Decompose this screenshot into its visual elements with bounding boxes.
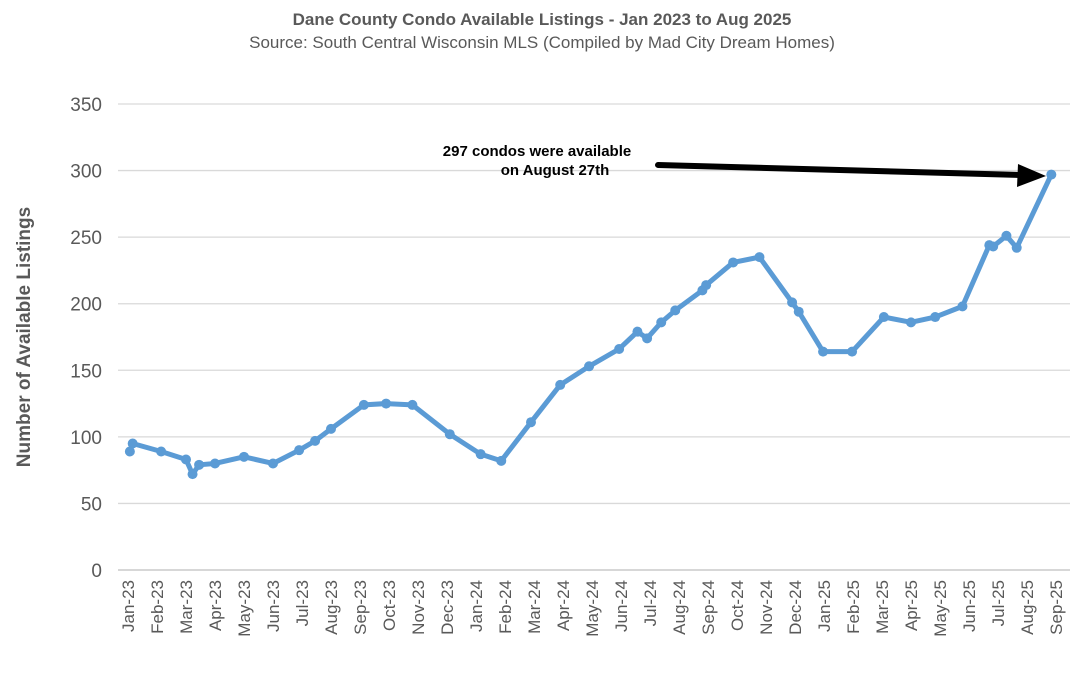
annotation-arrow <box>655 162 1025 178</box>
data-point <box>194 459 205 470</box>
data-point <box>358 399 369 410</box>
data-point <box>187 469 198 480</box>
x-tick-label: Oct-23 <box>380 580 399 631</box>
x-tick-label: Jun-25 <box>960 580 979 632</box>
x-tick-label: Feb-25 <box>844 580 863 634</box>
data-point <box>701 280 712 291</box>
y-tick-label: 200 <box>70 295 102 316</box>
y-tick-label: 0 <box>91 561 102 582</box>
x-tick-label: Dec-23 <box>438 580 457 635</box>
y-tick-label: 250 <box>70 228 102 249</box>
x-tick-label: Apr-23 <box>206 580 225 631</box>
x-tick-label: Jan-25 <box>815 580 834 632</box>
data-point <box>1046 169 1057 180</box>
x-tick-label: Jul-24 <box>641 580 660 626</box>
x-tick-label: Mar-25 <box>873 580 892 634</box>
data-point <box>906 317 916 328</box>
data-point <box>642 333 653 344</box>
x-tick-label: Jan-23 <box>119 580 138 632</box>
data-point <box>957 301 968 312</box>
data-point <box>656 317 667 328</box>
data-point <box>407 399 418 410</box>
data-point <box>156 446 167 457</box>
data-point <box>930 312 941 323</box>
arrow-head <box>1017 164 1046 187</box>
x-tick-label: Aug-25 <box>1018 580 1037 635</box>
x-tick-label: Apr-25 <box>902 580 921 631</box>
data-point <box>670 305 681 316</box>
y-tick-label: 100 <box>70 428 102 449</box>
x-tick-label: Mar-24 <box>525 580 544 634</box>
chart-title: Dane County Condo Available Listings - J… <box>292 10 792 29</box>
data-point <box>268 458 278 469</box>
chart-subtitle: Source: South Central Wisconsin MLS (Com… <box>249 33 835 52</box>
data-point <box>793 306 804 317</box>
data-point <box>127 438 138 449</box>
y-axis-label: Number of Available Listings <box>14 207 35 467</box>
x-tick-label: Sep-24 <box>699 580 718 635</box>
data-point <box>326 423 336 434</box>
data-point <box>632 326 643 337</box>
data-point <box>496 455 507 466</box>
x-tick-label: Feb-23 <box>148 580 167 634</box>
x-tick-label: Jul-25 <box>989 580 1008 626</box>
x-tick-label: May-25 <box>931 580 950 637</box>
x-tick-label: Sep-23 <box>351 580 370 635</box>
data-point <box>1001 230 1012 241</box>
x-tick-label: Feb-24 <box>496 580 515 634</box>
data-point <box>124 446 135 457</box>
x-tick-label: Aug-23 <box>322 580 341 635</box>
x-tick-label: Nov-23 <box>409 580 428 635</box>
x-tick-label: Jun-24 <box>612 580 631 632</box>
x-tick-label: May-24 <box>583 580 602 637</box>
data-point <box>878 312 889 323</box>
data-point <box>444 429 455 440</box>
x-tick-label: Sep-25 <box>1047 580 1066 635</box>
data-point <box>381 398 392 409</box>
data-point <box>1011 242 1022 253</box>
data-point <box>181 454 191 465</box>
data-point <box>728 257 739 268</box>
data-point <box>754 252 765 263</box>
data-point <box>988 241 999 252</box>
data-point <box>847 346 858 357</box>
x-tick-label: Apr-24 <box>554 580 573 631</box>
x-tick-label: Mar-23 <box>177 580 196 634</box>
data-point <box>294 445 305 456</box>
x-tick-label: Jun-23 <box>264 580 283 632</box>
x-tick-label: Dec-24 <box>786 580 805 635</box>
x-tick-label: May-23 <box>235 580 254 637</box>
y-tick-label: 50 <box>81 494 102 515</box>
data-point <box>526 417 536 428</box>
data-point <box>614 343 625 354</box>
data-point <box>310 435 321 446</box>
data-point <box>210 458 220 469</box>
x-tick-label: Jan-24 <box>467 580 486 632</box>
data-point <box>239 451 249 462</box>
y-tick-label: 300 <box>70 162 102 183</box>
data-point <box>555 379 566 390</box>
y-tick-label: 150 <box>70 361 102 382</box>
x-tick-label: Oct-24 <box>728 580 747 631</box>
x-tick-label: Aug-24 <box>670 580 689 635</box>
y-tick-label: 350 <box>70 95 102 116</box>
data-point <box>787 297 798 308</box>
annotation-line2: on August 27th <box>501 162 610 179</box>
x-tick-label: Nov-24 <box>757 580 776 635</box>
data-point <box>818 346 829 357</box>
annotation-line1: 297 condos were available <box>443 143 631 160</box>
data-point <box>475 449 486 460</box>
x-tick-label: Jul-23 <box>293 580 312 626</box>
data-point <box>584 361 595 372</box>
annotation: 297 condos were available on August 27th <box>443 143 1046 187</box>
